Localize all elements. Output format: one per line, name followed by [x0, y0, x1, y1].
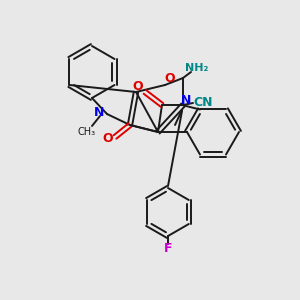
- Text: N: N: [181, 94, 191, 106]
- Text: O: O: [165, 73, 175, 85]
- Text: CN: CN: [193, 97, 213, 110]
- Text: F: F: [164, 242, 172, 256]
- Text: CH₃: CH₃: [78, 127, 96, 137]
- Text: O: O: [133, 80, 143, 94]
- Text: N: N: [94, 106, 104, 118]
- Text: NH₂: NH₂: [185, 63, 209, 73]
- Text: O: O: [103, 133, 113, 146]
